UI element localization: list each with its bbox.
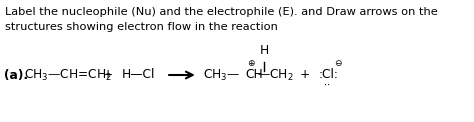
Text: CH$_3$—CH=CH$_2$: CH$_3$—CH=CH$_2$: [24, 67, 112, 83]
Text: H: H: [260, 44, 269, 57]
Text: +: +: [103, 68, 113, 81]
Text: (a).: (a).: [4, 68, 28, 81]
Text: CH: CH: [246, 68, 263, 81]
Text: :Cl:: :Cl:: [319, 68, 338, 81]
Text: Label the nucleophile (Nu) and the electrophile (E). and Draw arrows on the: Label the nucleophile (Nu) and the elect…: [5, 7, 438, 17]
Text: +: +: [300, 68, 310, 81]
Text: H—Cl: H—Cl: [122, 68, 155, 81]
Text: CH$_3$—: CH$_3$—: [203, 67, 240, 83]
Text: ⋅⋅: ⋅⋅: [324, 80, 330, 90]
Text: structures showing electron flow in the reaction: structures showing electron flow in the …: [5, 22, 278, 32]
Text: ⊕: ⊕: [247, 60, 255, 68]
Text: —CH$_2$: —CH$_2$: [256, 67, 293, 83]
Text: ⊖: ⊖: [334, 59, 341, 67]
